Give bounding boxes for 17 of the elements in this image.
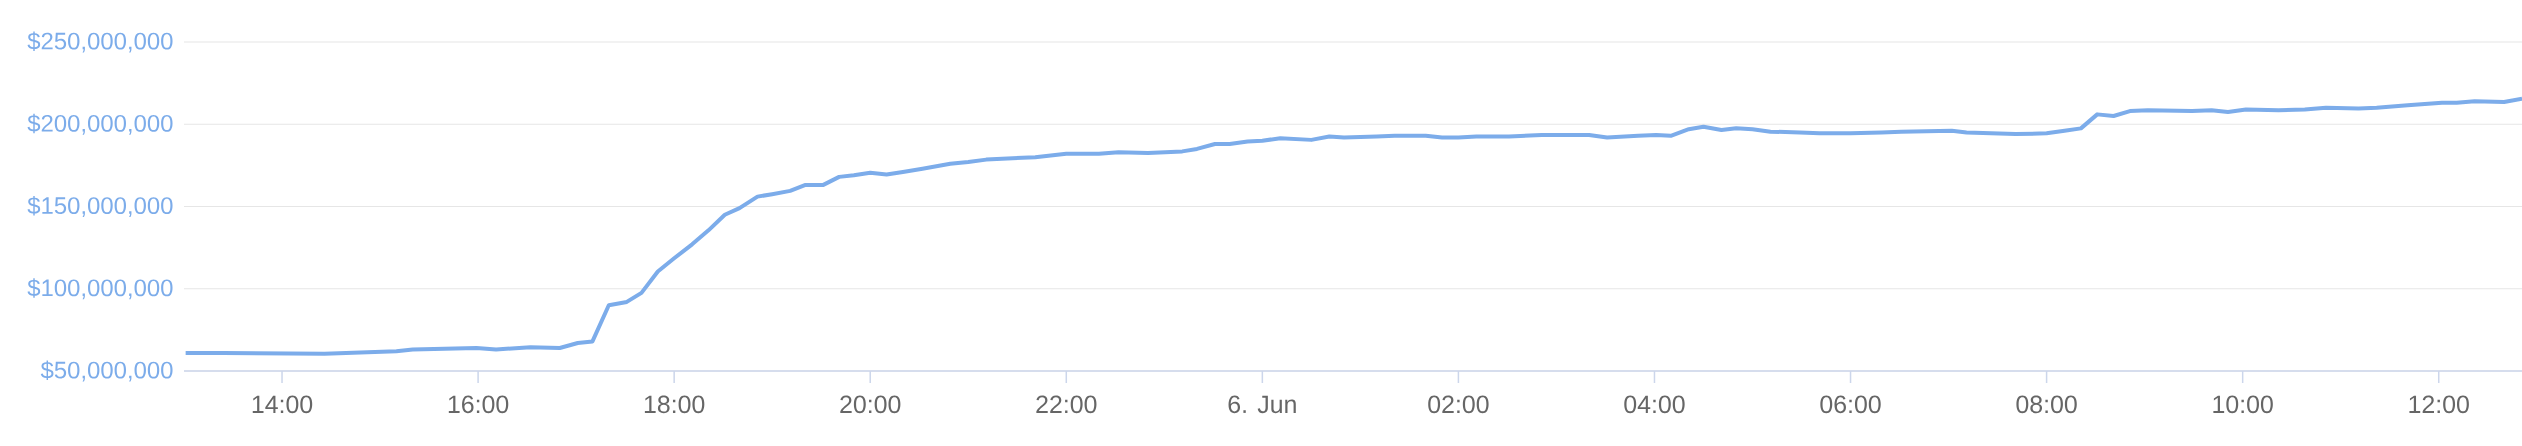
x-tick-label: 14:00 bbox=[252, 395, 313, 414]
y-tick-label: $50,000,000 bbox=[40, 360, 173, 382]
x-tick-label: 12:00 bbox=[2409, 395, 2469, 414]
x-tick-label: 18:00 bbox=[644, 395, 705, 414]
x-tick-label: 16:00 bbox=[448, 395, 509, 414]
x-tick-label: 20:00 bbox=[840, 395, 901, 414]
x-tick-label: 06:00 bbox=[1820, 395, 1881, 414]
x-tick-label: 04:00 bbox=[1624, 395, 1685, 414]
y-tick-label: $150,000,000 bbox=[27, 196, 173, 217]
x-tick-label: 02:00 bbox=[1428, 395, 1489, 414]
y-tick-label: $250,000,000 bbox=[27, 31, 173, 53]
x-tick-label: 6. Jun bbox=[1228, 395, 1296, 414]
x-tick-label: 22:00 bbox=[1036, 395, 1097, 414]
x-tick-label: 10:00 bbox=[2213, 395, 2273, 414]
x-tick-label: 08:00 bbox=[2016, 395, 2077, 414]
y-tick-label: $200,000,000 bbox=[27, 113, 173, 135]
y-tick-label: $100,000,000 bbox=[27, 278, 173, 300]
